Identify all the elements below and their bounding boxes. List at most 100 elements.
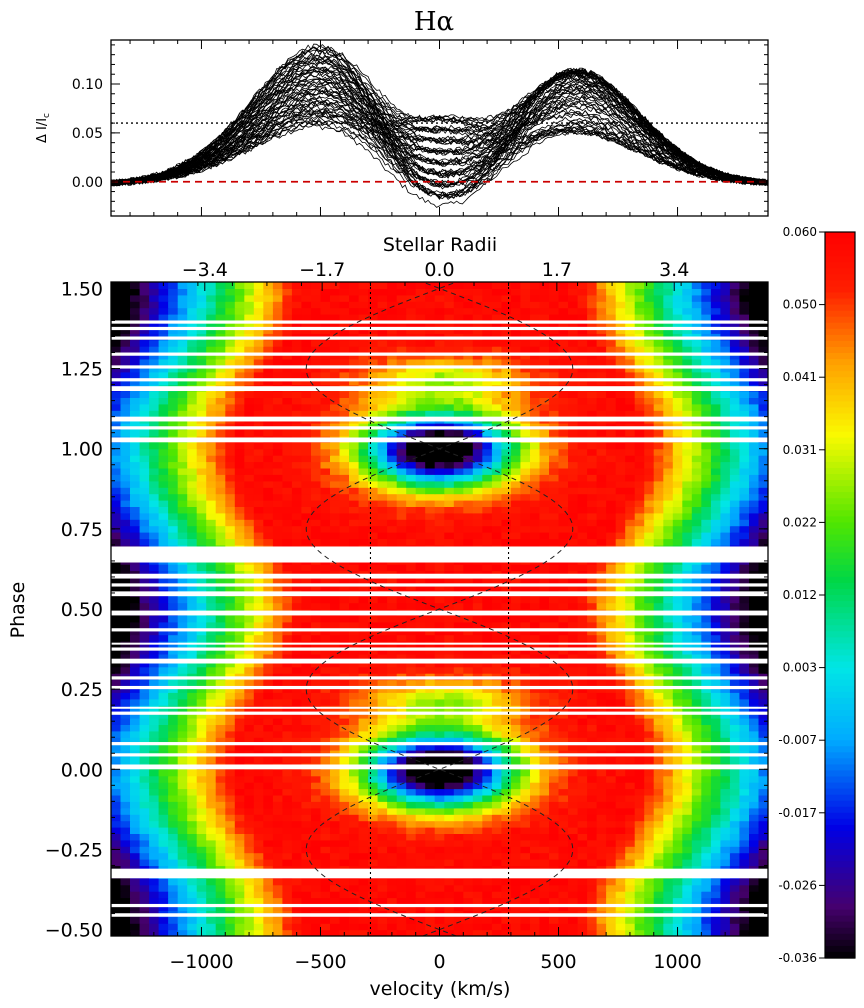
heatmap-cell bbox=[596, 711, 607, 719]
heatmap-cell bbox=[558, 634, 569, 642]
profile-line bbox=[111, 46, 768, 190]
heatmap-cell bbox=[549, 596, 560, 604]
heatmap-cell bbox=[406, 884, 417, 892]
heatmap-cell bbox=[577, 564, 588, 572]
heatmap-cell bbox=[453, 852, 464, 860]
heatmap-cell bbox=[606, 782, 617, 790]
heatmap-cell bbox=[368, 923, 379, 931]
heatmap-cell bbox=[263, 692, 274, 700]
heatmap-cell bbox=[406, 679, 417, 687]
heatmap-cell bbox=[244, 775, 255, 783]
heatmap-cell bbox=[149, 596, 160, 604]
heatmap-cell bbox=[168, 756, 179, 764]
heatmap-cell bbox=[758, 782, 768, 790]
heatmap-cell bbox=[225, 596, 236, 604]
heatmap-cell bbox=[568, 647, 579, 655]
heatmap-cell bbox=[120, 653, 131, 661]
heatmap-cell bbox=[549, 493, 560, 501]
heatmap-cell bbox=[530, 493, 541, 501]
heatmap-cell bbox=[158, 903, 169, 911]
heatmap-cell bbox=[311, 730, 322, 738]
heatmap-cell bbox=[225, 794, 236, 802]
heatmap-cell bbox=[368, 730, 379, 738]
heatmap-cell bbox=[596, 775, 607, 783]
heatmap-cell bbox=[596, 737, 607, 745]
heatmap-cell bbox=[177, 621, 188, 629]
heatmap-cell bbox=[596, 487, 607, 495]
heatmap-cell bbox=[358, 724, 369, 732]
heatmap-cell bbox=[606, 724, 617, 732]
heatmap-cell bbox=[701, 660, 712, 668]
heatmap-cell bbox=[120, 564, 131, 572]
heatmap-cell bbox=[634, 602, 645, 610]
heatmap-cell bbox=[244, 839, 255, 847]
heatmap-cell bbox=[425, 583, 436, 591]
heatmap-cell bbox=[168, 852, 179, 860]
heatmap-cell bbox=[453, 615, 464, 623]
heatmap-cell bbox=[691, 538, 702, 546]
heatmap-cell bbox=[510, 692, 521, 700]
heatmap-cell bbox=[272, 538, 283, 546]
heatmap-cell bbox=[710, 878, 721, 886]
heatmap-cell bbox=[720, 711, 731, 719]
heatmap-cell bbox=[549, 769, 560, 777]
heatmap-cell bbox=[130, 807, 141, 815]
heatmap-cell bbox=[720, 833, 731, 841]
heatmap-cell bbox=[130, 532, 141, 540]
heatmap-cell bbox=[530, 769, 541, 777]
heatmap-cell bbox=[739, 769, 750, 777]
heatmap-cell bbox=[130, 756, 141, 764]
heatmap-cell bbox=[377, 493, 388, 501]
heatmap-cell bbox=[253, 711, 264, 719]
heatmap-cell bbox=[549, 820, 560, 828]
heatmap-cell bbox=[596, 500, 607, 507]
heatmap-cell bbox=[463, 916, 474, 924]
heatmap-cell bbox=[720, 698, 731, 706]
heatmap-cell bbox=[244, 743, 255, 751]
profile-line bbox=[111, 77, 768, 188]
heatmap-cell bbox=[206, 525, 217, 533]
heatmap-cell bbox=[282, 846, 293, 854]
heatmap-cell bbox=[415, 506, 426, 514]
heatmap-cell bbox=[263, 576, 274, 584]
heatmap-cell bbox=[234, 730, 245, 738]
heatmap-cell bbox=[625, 512, 636, 520]
heatmap-cell bbox=[330, 724, 341, 732]
heatmap-cell bbox=[291, 794, 302, 802]
heatmap-cell bbox=[272, 775, 283, 783]
heatmap-cell bbox=[739, 859, 750, 867]
heatmap-cell bbox=[672, 666, 683, 674]
heatmap-cell bbox=[206, 653, 217, 661]
heatmap-cell bbox=[425, 711, 436, 719]
heatmap-cell bbox=[539, 846, 550, 854]
heatmap-cell bbox=[463, 897, 474, 905]
heatmap-cell bbox=[311, 839, 322, 847]
heatmap-cell bbox=[215, 596, 226, 604]
heatmap-cell bbox=[729, 814, 740, 822]
heatmap-cell bbox=[177, 519, 188, 527]
heatmap-cell bbox=[120, 621, 131, 629]
heatmap-cell bbox=[272, 487, 283, 495]
heatmap-cell bbox=[444, 538, 455, 546]
heatmap-cell bbox=[311, 820, 322, 828]
heatmap-cell bbox=[710, 487, 721, 495]
heatmap-cell bbox=[396, 820, 407, 828]
heatmap-cell bbox=[111, 500, 122, 507]
heatmap-cell bbox=[158, 859, 169, 867]
heatmap-cell bbox=[406, 929, 417, 936]
heatmap-panel: Stellar Radii −0.50−0.250.000.250.500.75… bbox=[7, 234, 769, 1000]
heatmap-cell bbox=[596, 846, 607, 854]
heatmap-cell bbox=[130, 506, 141, 514]
heatmap-cell bbox=[530, 814, 541, 822]
heatmap-cell bbox=[396, 666, 407, 674]
heatmap-cell bbox=[491, 827, 502, 834]
heatmap-cell bbox=[206, 929, 217, 936]
heatmap-cell bbox=[149, 891, 160, 899]
heatmap-cell bbox=[615, 884, 626, 892]
heatmap-cell bbox=[196, 493, 207, 501]
heatmap-cell bbox=[425, 634, 436, 642]
heatmap-cell bbox=[206, 621, 217, 629]
heatmap-cell bbox=[701, 718, 712, 725]
heatmap-cell bbox=[568, 660, 579, 668]
heatmap-cell bbox=[434, 807, 445, 815]
